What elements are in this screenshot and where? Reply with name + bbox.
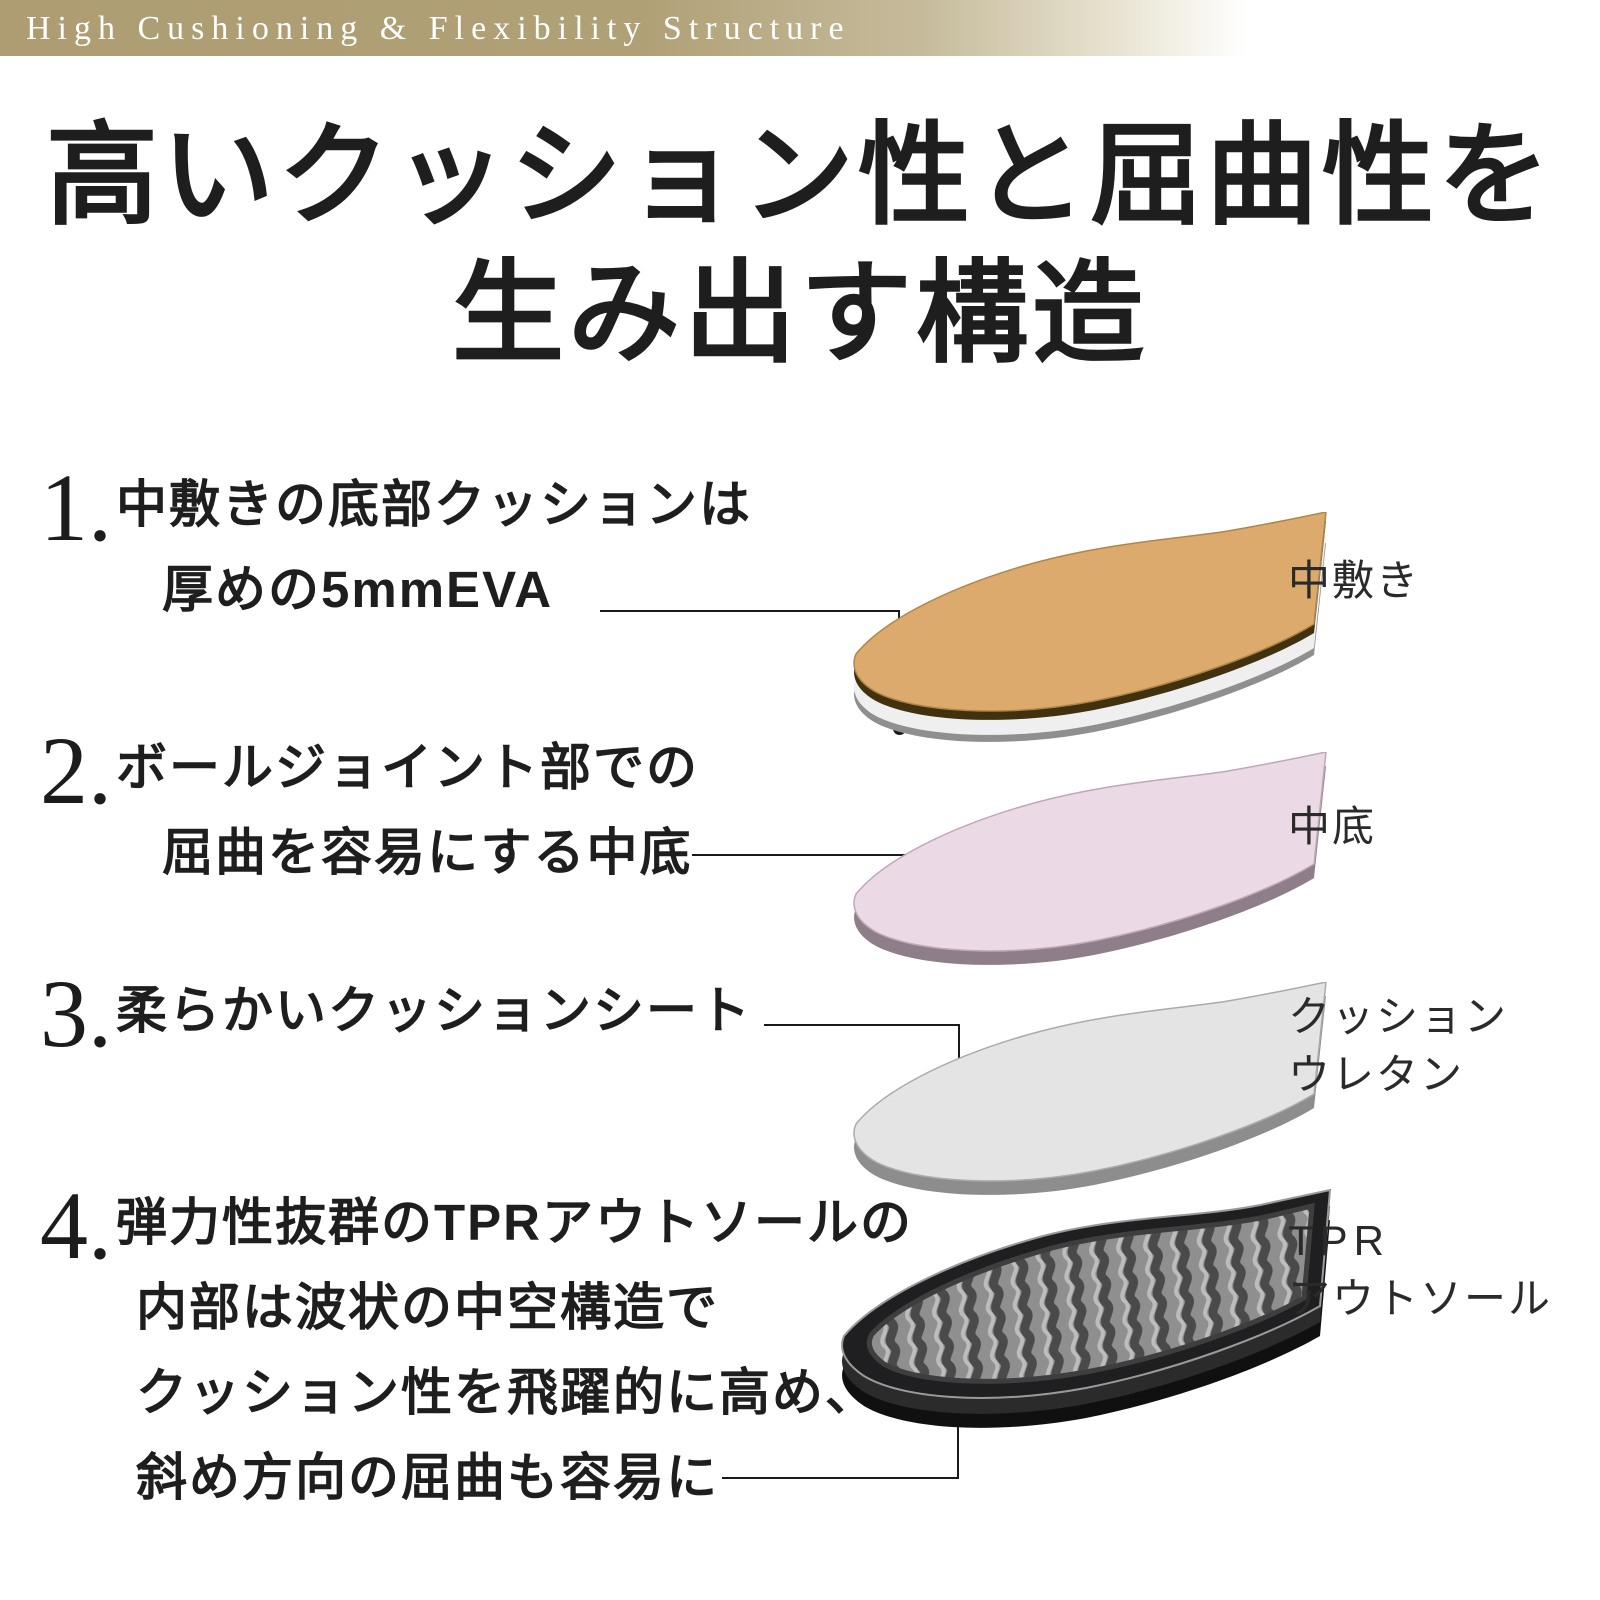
layer-label-cushion-urethane: クッション ウレタン (1288, 993, 1509, 1098)
item-4-line-4: 斜め方向の屈曲も容易に (136, 1449, 720, 1506)
item-4-number: 4. (40, 1172, 112, 1279)
connector-1-line (600, 610, 900, 612)
insole-illustration (853, 512, 1327, 742)
header-bar (0, 0, 1600, 56)
connector-2-line (692, 854, 960, 856)
midsole-illustration (853, 752, 1327, 965)
item-3: 3. 柔らかいクッションシート (40, 960, 753, 1067)
item-2: 2. ボールジョイント部での 屈曲を容易にする中底 (40, 717, 700, 895)
layer-label-insole: 中敷き (1288, 557, 1421, 604)
outsole-illustration (841, 1188, 1332, 1428)
item-3-number: 3. (40, 960, 112, 1067)
item-1-line-1: 中敷きの底部クッションは (116, 476, 753, 533)
page-title-line2: 生み出す構造 (452, 253, 1148, 377)
item-1-line-2: 厚めの5mmEVA (162, 561, 554, 618)
page-title: 高いクッション性と屈曲性を 生み出す構造 (0, 108, 1600, 384)
item-4-line-3: クッション性を飛躍的に高め、 (136, 1364, 879, 1421)
item-1-number: 1. (40, 454, 112, 561)
item-2-number: 2. (40, 717, 112, 824)
layer-label-tpr-outsole: TPR アウトソール (1288, 1217, 1553, 1322)
item-2-line-1: ボールジョイント部での (116, 739, 700, 796)
item-2-line-2: 屈曲を容易にする中底 (162, 824, 693, 881)
layer-label-midsole: 中底 (1288, 803, 1377, 850)
item-4: 4. 弾力性抜群のTPRアウトソールの 内部は波状の中空構造で クッション性を飛… (40, 1172, 914, 1520)
item-4-line-1: 弾力性抜群のTPRアウトソールの (116, 1194, 914, 1251)
connector-3-line (764, 1024, 960, 1026)
cushion-sheet-illustration (853, 982, 1327, 1195)
header-title: High Cushioning & Flexibility Structure (26, 10, 851, 47)
page-title-line1: 高いクッション性と屈曲性を (46, 115, 1554, 239)
item-4-line-2: 内部は波状の中空構造で (136, 1279, 720, 1336)
item-1: 1. 中敷きの底部クッションは 厚めの5mmEVA (40, 454, 753, 632)
connector-4-line (722, 1477, 959, 1479)
item-3-line-1: 柔らかいクッションシート (116, 982, 753, 1039)
